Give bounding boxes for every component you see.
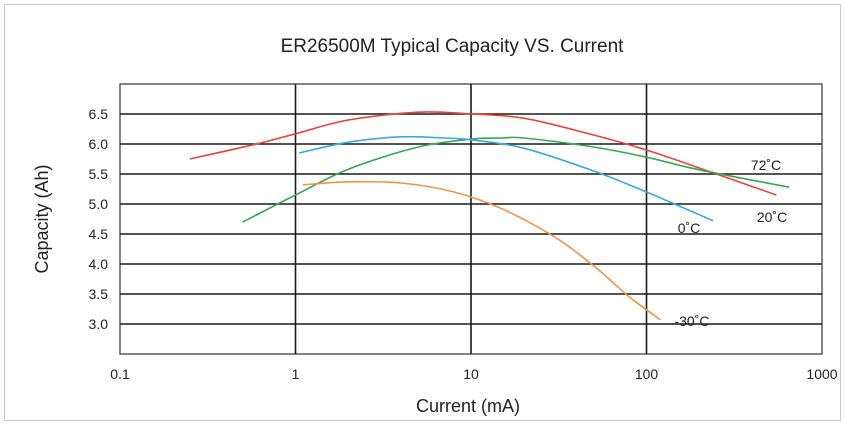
y-axis-label: Capacity (Ah) (32, 164, 52, 273)
y-tick-label: 4.5 (89, 226, 109, 242)
x-axis-ticks: 0.1 1 10 100 1000 (110, 366, 838, 382)
y-tick-label: 4.0 (89, 256, 109, 272)
y-tick-label: 3.0 (89, 316, 109, 332)
x-tick-label: 10 (463, 366, 479, 382)
plot-area: 0.1 1 10 100 1000 3.0 3.5 4.0 4.5 5.0 5.5 6.0 6.5 7… (89, 83, 838, 382)
series-annotation: -30˚C (674, 313, 709, 329)
x-tick-label: 1 (292, 366, 300, 382)
series-annotation: 0˚C (678, 220, 701, 236)
y-tick-label: 3.5 (89, 286, 109, 302)
series-line (299, 135, 714, 222)
figure-border (4, 4, 841, 421)
x-axis-label: Current (mA) (416, 396, 520, 416)
series-lines (189, 111, 790, 321)
x-tick-label: 1000 (806, 366, 837, 382)
x-tick-label: 0.1 (110, 366, 130, 382)
y-axis-ticks: 3.0 3.5 4.0 4.5 5.0 5.5 6.0 6.5 (89, 106, 109, 332)
y-tick-label: 6.0 (89, 136, 109, 152)
series-line (242, 136, 790, 223)
series-annotation: 72˚C (751, 157, 781, 173)
y-tick-label: 5.5 (89, 166, 109, 182)
series-annotation: 20˚C (757, 209, 787, 225)
series-annotations: 72˚C 20˚C 0˚C -30˚C (674, 157, 787, 329)
series-line (302, 180, 661, 321)
x-tick-label: 100 (635, 366, 659, 382)
series-line (189, 111, 777, 196)
y-tick-label: 6.5 (89, 106, 109, 122)
chart-title: ER26500M Typical Capacity VS. Current (281, 36, 625, 57)
y-tick-label: 5.0 (89, 196, 109, 212)
